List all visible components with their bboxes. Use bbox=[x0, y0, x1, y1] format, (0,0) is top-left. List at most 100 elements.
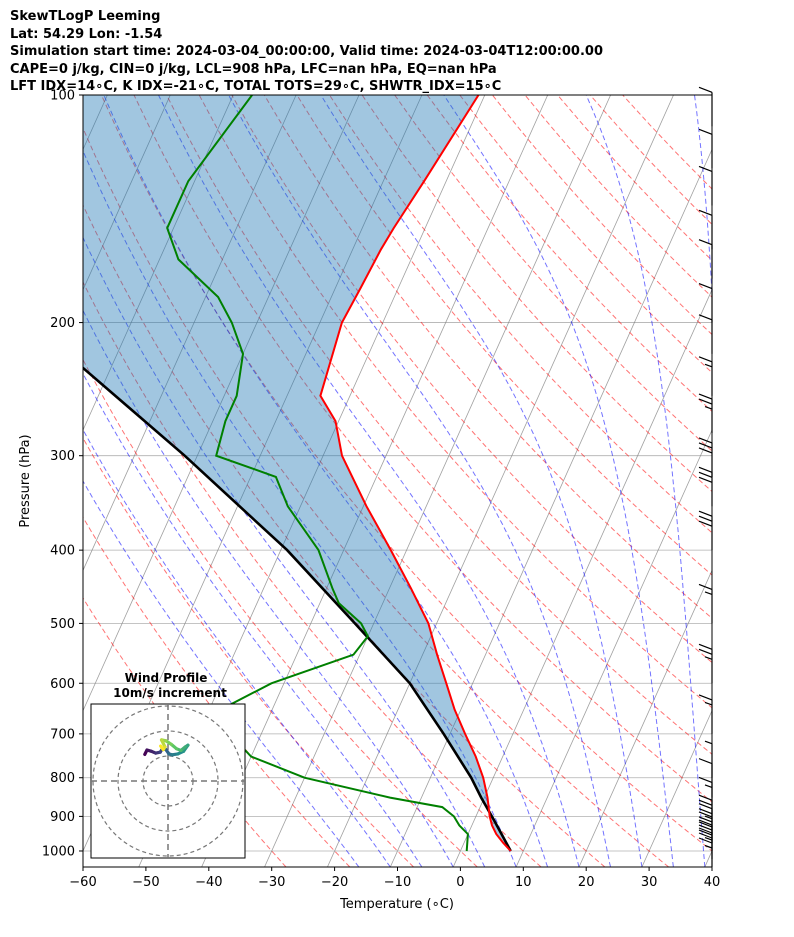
barb-feather bbox=[698, 476, 713, 483]
moist-adiabat bbox=[320, 95, 643, 867]
moist-adiabat bbox=[83, 236, 486, 867]
hodograph-subtitle: 10m/s increment bbox=[113, 686, 227, 700]
barb-feather bbox=[698, 816, 713, 823]
temperature-profile-line bbox=[319, 95, 512, 852]
wind-barb bbox=[698, 694, 713, 734]
y-tick-label: 200 bbox=[50, 316, 75, 331]
index-line: LFT IDX=14∘C, K IDX=-21∘C, TOTAL TOTS=29… bbox=[10, 79, 502, 94]
barb-feather bbox=[698, 776, 713, 783]
wind-barb bbox=[698, 283, 713, 323]
x-tick-label: 0 bbox=[456, 875, 464, 890]
y-tick-label: 600 bbox=[50, 677, 75, 692]
barb-feather bbox=[698, 808, 713, 815]
barb-half-feather bbox=[704, 815, 713, 820]
profile-lines bbox=[83, 95, 512, 852]
y-tick-label: 1000 bbox=[42, 844, 75, 859]
y-tick-label: 800 bbox=[50, 771, 75, 786]
barb-feather bbox=[698, 694, 713, 701]
moist-adiabat bbox=[228, 95, 611, 867]
location-line: Lat: 54.29 Lon: -1.54 bbox=[10, 26, 163, 42]
dry-adiabat bbox=[589, 95, 712, 226]
time-line: Simulation start time: 2024-03-04_00:00:… bbox=[10, 44, 603, 59]
dry-adiabat bbox=[100, 95, 712, 852]
barb-feather bbox=[698, 827, 713, 834]
wind-barb bbox=[698, 437, 713, 477]
barb-half-feather bbox=[704, 784, 713, 788]
dry-adiabat bbox=[394, 95, 712, 452]
dry-adiabat bbox=[361, 95, 712, 493]
barb-feather bbox=[698, 811, 713, 818]
x-axis-label: Temperature (∘C) bbox=[339, 897, 454, 912]
wind-barb bbox=[698, 510, 713, 551]
dry-adiabat bbox=[83, 204, 606, 867]
dewpoint-profile-line bbox=[166, 95, 469, 852]
wind-barb bbox=[698, 209, 713, 250]
moist-adiabat bbox=[443, 95, 674, 867]
barb-feather bbox=[698, 283, 713, 290]
barb-feather bbox=[698, 314, 713, 321]
barb-feather bbox=[698, 86, 713, 93]
axes: −60 −50 −40 −30 −20 −10 0 10 20 30 40 100 200 300 400 5… bbox=[42, 89, 720, 891]
barb-feather bbox=[698, 510, 713, 517]
y-tick-label: 900 bbox=[50, 810, 75, 825]
parcel-profile-line bbox=[83, 366, 512, 852]
moist-adiabat bbox=[158, 95, 580, 867]
barb-feather bbox=[698, 442, 713, 449]
barb-feather bbox=[698, 128, 713, 135]
station-title: SkewTLogP Leeming bbox=[10, 9, 161, 24]
barb-feather bbox=[698, 794, 713, 801]
x-tick-label: −50 bbox=[132, 875, 159, 890]
isotherm-line bbox=[641, 709, 712, 867]
barb-feather bbox=[698, 758, 713, 765]
barb-feather bbox=[698, 829, 713, 836]
wind-barb bbox=[698, 356, 713, 396]
moist-adiabat bbox=[83, 480, 360, 867]
barb-feather bbox=[698, 583, 713, 590]
moist-adiabat bbox=[103, 95, 549, 867]
wind-barb bbox=[698, 165, 713, 206]
barb-feather bbox=[698, 824, 713, 831]
dry-adiabat bbox=[492, 95, 712, 336]
x-tick-label: 40 bbox=[704, 875, 721, 890]
barb-half-feather bbox=[704, 740, 713, 745]
isotherm-line bbox=[83, 95, 234, 432]
barb-feather bbox=[698, 832, 713, 839]
barb-feather bbox=[698, 356, 713, 363]
x-tick-label: −20 bbox=[321, 875, 348, 890]
dry-adiabat bbox=[524, 95, 712, 298]
moist-adiabat bbox=[83, 428, 391, 867]
isotherm-line bbox=[83, 95, 360, 712]
wind-barb bbox=[698, 86, 713, 127]
wind-barbs bbox=[698, 86, 713, 867]
wind-barb bbox=[698, 128, 713, 169]
isotherm-line bbox=[83, 95, 297, 572]
barb-half-feather bbox=[704, 701, 713, 706]
dry-adiabat bbox=[459, 95, 712, 374]
barb-feather bbox=[698, 437, 713, 444]
x-tick-label: 30 bbox=[641, 875, 658, 890]
barb-feather bbox=[698, 520, 713, 527]
barb-feather bbox=[698, 466, 713, 473]
wind-barb bbox=[698, 239, 713, 279]
barb-feather bbox=[698, 819, 713, 826]
hodograph-plot bbox=[91, 704, 245, 858]
barb-feather bbox=[698, 447, 713, 454]
barb-feather bbox=[698, 165, 713, 173]
hodograph-inset: Wind Profile 10m/s increment bbox=[90, 671, 246, 859]
barb-half-feather bbox=[704, 591, 713, 595]
moist-adiabat bbox=[83, 149, 517, 867]
cape-area bbox=[83, 95, 511, 851]
wind-barb bbox=[698, 314, 713, 354]
dry-adiabat bbox=[557, 95, 712, 262]
moist-adiabat bbox=[83, 309, 454, 867]
barb-feather bbox=[698, 803, 713, 810]
isotherm-line bbox=[83, 95, 171, 291]
isotherm-line bbox=[704, 850, 712, 867]
dry-adiabat bbox=[198, 95, 712, 709]
x-tick-label: −40 bbox=[195, 875, 222, 890]
dry-adiabat bbox=[83, 516, 351, 867]
barb-feather bbox=[698, 398, 713, 405]
isotherm-line bbox=[264, 95, 611, 867]
barb-feather bbox=[698, 648, 713, 655]
dry-adiabat bbox=[83, 358, 478, 867]
